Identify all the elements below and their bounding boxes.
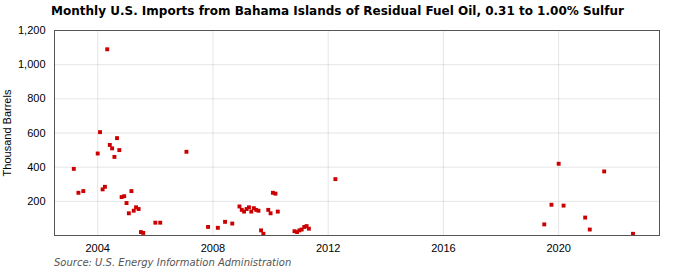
svg-text:2008: 2008 — [201, 242, 225, 254]
svg-text:200: 200 — [27, 195, 45, 207]
svg-text:Thousand Barrels: Thousand Barrels — [1, 89, 13, 176]
html-text:Source: U.S. Energy Informatio: Source: U.S. Energy Information Administ… — [54, 257, 292, 268]
svg-text:2004: 2004 — [85, 242, 109, 254]
svg-text:2016: 2016 — [431, 242, 455, 254]
svg-text:600: 600 — [27, 127, 45, 139]
svg-text:400: 400 — [27, 161, 45, 173]
svg-text:1,000: 1,000 — [18, 58, 46, 70]
svg-text:2012: 2012 — [316, 242, 340, 254]
svg-text:1,200: 1,200 — [18, 24, 46, 36]
svg-text:2020: 2020 — [546, 242, 570, 254]
html-text:Monthly U.S. Imports from Baha: Monthly U.S. Imports from Bahama Islands… — [51, 4, 624, 18]
svg-text:800: 800 — [27, 92, 45, 104]
